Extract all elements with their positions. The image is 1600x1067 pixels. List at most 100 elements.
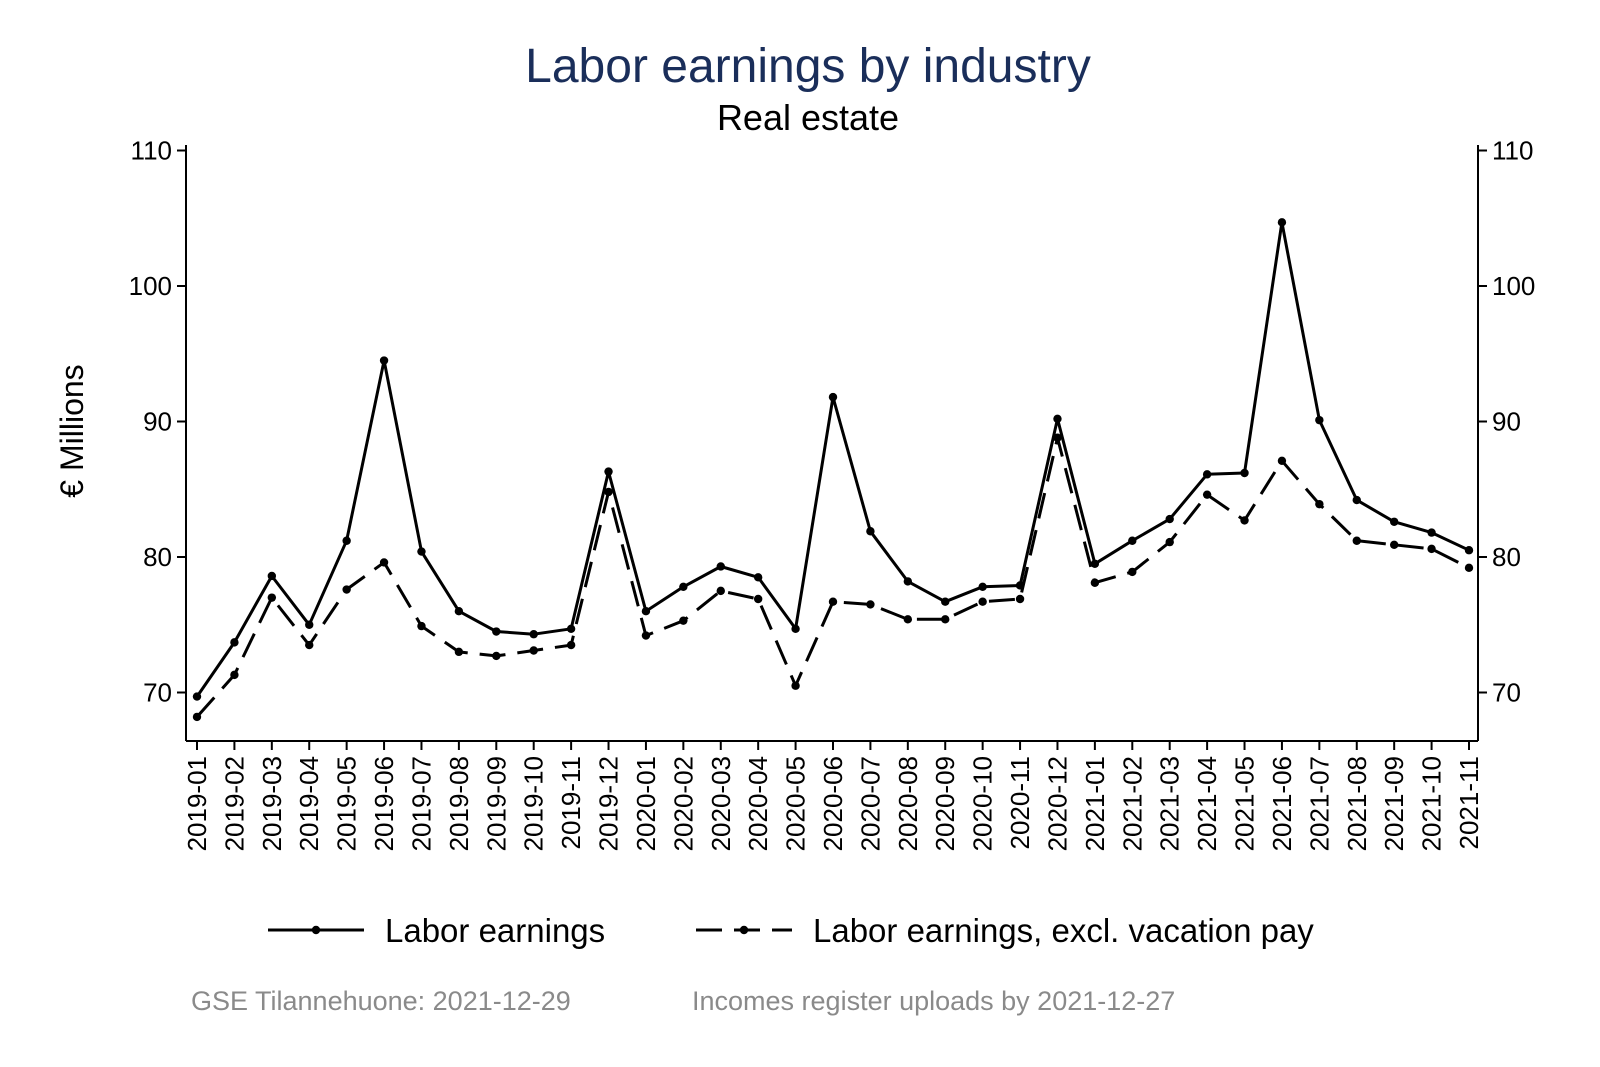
x-tick-label: 2021-11 — [1454, 756, 1484, 850]
y-tick-label-left: 90 — [143, 407, 172, 437]
x-tick-label: 2020-12 — [1042, 756, 1072, 851]
series-0-point — [828, 392, 838, 402]
series-0-point — [454, 607, 464, 616]
series-1-point — [1315, 499, 1324, 509]
series-0-point — [1315, 415, 1324, 425]
series-0-point — [716, 562, 725, 571]
series-1-point — [1464, 563, 1474, 573]
series-1-point — [1427, 544, 1436, 554]
y-tick-label-left: 80 — [143, 542, 172, 572]
series-1-point — [1053, 433, 1062, 442]
series-0-point — [417, 547, 426, 556]
x-tick-label: 2021-06 — [1267, 756, 1297, 851]
x-tick-label: 2020-09 — [930, 756, 960, 851]
series-1-point — [1240, 516, 1249, 525]
series-0-point — [1427, 528, 1436, 537]
legend-symbol-labor-earnings — [268, 925, 364, 935]
series-0-point — [1165, 514, 1174, 524]
source-note: GSE Tilannehuone: 2021-12-29 — [191, 986, 571, 1016]
upload-note: Incomes register uploads by 2021-12-27 — [692, 986, 1175, 1016]
series-0-point — [305, 620, 314, 629]
series-0-point — [641, 607, 651, 616]
series-0-point — [903, 577, 913, 586]
series-1-point — [604, 487, 613, 497]
series-0-point — [941, 597, 950, 606]
series-1-point — [529, 646, 538, 655]
y-tick-label-right: 80 — [1492, 542, 1521, 572]
x-tick-label: 2019-02 — [219, 756, 249, 851]
series-0-point — [566, 624, 576, 634]
y-tick-label-left: 110 — [131, 136, 172, 166]
x-tick-label: 2019-04 — [294, 756, 324, 851]
x-tick-label: 2019-10 — [519, 756, 549, 851]
series-1-point — [753, 594, 763, 604]
series-0-point — [1277, 218, 1287, 227]
series-1-point — [305, 640, 314, 650]
series-1-point — [1352, 536, 1361, 545]
series-1-point — [679, 616, 688, 625]
series-1-point — [903, 615, 913, 624]
series-0-point — [529, 630, 538, 639]
legend: Labor earnings Labor earnings, excl. vac… — [268, 912, 1314, 949]
series-1-point — [492, 651, 501, 661]
series-1-point — [866, 600, 875, 609]
series-1-point — [1128, 567, 1137, 577]
series-0-point — [753, 573, 763, 582]
x-tick-label: 2020-07 — [855, 756, 885, 851]
y-tick-label-right: 110 — [1492, 136, 1533, 166]
series-1-point — [791, 681, 800, 690]
y-tick-label-right: 70 — [1492, 678, 1521, 708]
x-tick-label: 2021-03 — [1155, 756, 1185, 851]
x-tick-label: 2020-02 — [668, 756, 698, 851]
legend-label-excl-vacation-pay: Labor earnings, excl. vacation pay — [813, 912, 1314, 949]
series-0-point — [230, 638, 239, 647]
y-tick-label-left: 70 — [143, 678, 172, 708]
series-0-point — [791, 624, 800, 634]
series-1-point — [1090, 578, 1100, 587]
series-line-1 — [195, 436, 1470, 718]
series-1-point — [454, 647, 464, 657]
x-tick-label: 2019-05 — [332, 756, 362, 851]
series-0-point — [604, 467, 613, 476]
series-0-point — [267, 571, 277, 581]
y-tick-label-right: 100 — [1492, 271, 1535, 301]
series-0-point — [1464, 546, 1474, 555]
plot-area: 70 70 80 80 90 90 100 100 110 110 2019-01 2019-02 20… — [129, 136, 1536, 852]
legend-marker — [739, 925, 749, 935]
series-1-point — [1165, 537, 1174, 547]
x-tick-label: 2019-11 — [556, 756, 586, 850]
x-tick-label: 2019-09 — [481, 756, 511, 851]
y-tick-label-left: 100 — [129, 271, 172, 301]
series-0-point — [492, 627, 501, 636]
series-0-point — [1240, 468, 1249, 478]
x-tick-label: 2019-01 — [182, 756, 212, 851]
x-tick-label: 2021-08 — [1342, 756, 1372, 851]
series-0-point — [1389, 517, 1399, 526]
series-1-point — [716, 586, 725, 596]
series-1-point — [1015, 594, 1025, 604]
x-tick-label: 2019-06 — [369, 756, 399, 851]
series-0-point — [379, 356, 389, 365]
series-1-point — [941, 615, 950, 624]
y-axis-label: € Millions — [54, 364, 90, 497]
x-tick-label: 2019-03 — [257, 756, 287, 851]
series-1-point — [379, 558, 389, 567]
x-tick-label: 2020-05 — [781, 756, 811, 851]
series-0-point — [679, 582, 688, 592]
x-tick-label: 2019-08 — [444, 756, 474, 851]
x-tick-label: 2020-04 — [743, 756, 773, 851]
x-tick-label: 2021-04 — [1192, 756, 1222, 851]
series-1-point — [267, 593, 277, 602]
series-0-point — [866, 527, 875, 536]
series-0-point — [978, 582, 987, 592]
x-tick-label: 2020-06 — [818, 756, 848, 851]
series-0-point — [1352, 495, 1361, 505]
series-1-point — [566, 640, 576, 650]
x-tick-label: 2019-07 — [406, 756, 436, 851]
series-1-point — [417, 621, 426, 631]
series-0-point — [1053, 414, 1062, 423]
x-tick-label: 2021-07 — [1304, 756, 1334, 851]
series-0-point — [192, 692, 202, 701]
series-1-point — [230, 670, 239, 680]
